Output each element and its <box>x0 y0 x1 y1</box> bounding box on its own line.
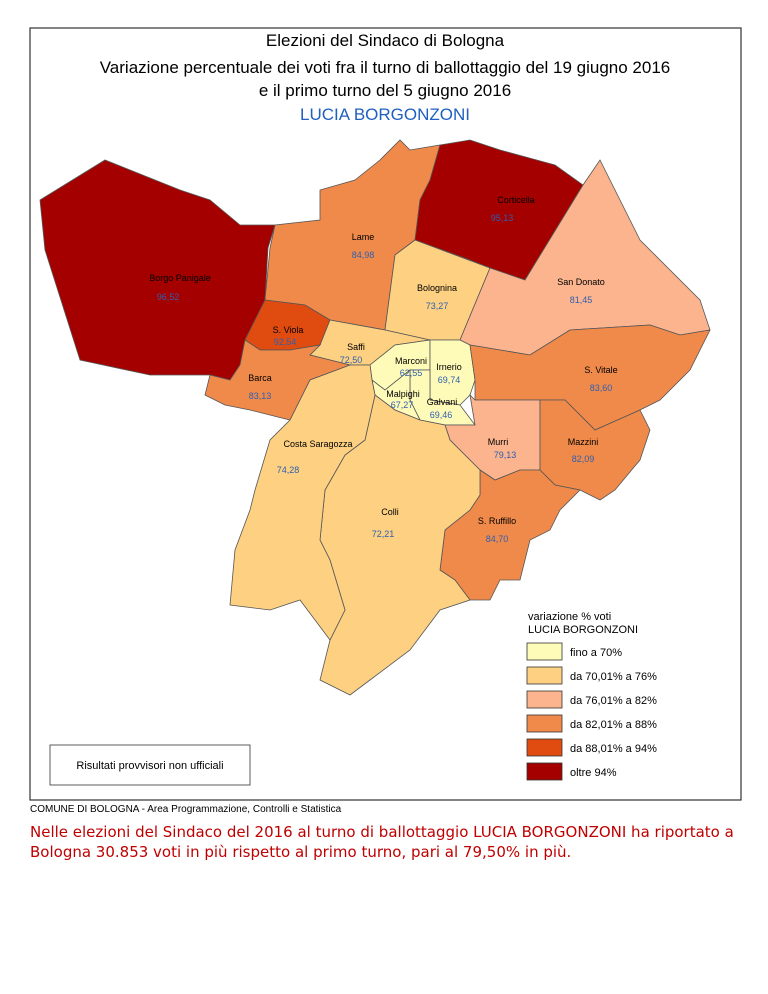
legend-title: variazione % voti <box>528 611 611 623</box>
legend-label: da 76,01% a 82% <box>570 695 657 707</box>
zone-value: 92,54 <box>274 337 297 347</box>
zone-value: 72,50 <box>340 355 363 365</box>
zone-value: 95,13 <box>491 213 514 223</box>
zone-name: Borgo Panigale <box>149 273 211 283</box>
legend-label: fino a 70% <box>570 647 622 659</box>
zone-value: 81,45 <box>570 295 593 305</box>
zone-name: Barca <box>248 373 272 383</box>
zone-value: 79,13 <box>494 450 517 460</box>
zone-name: Saffi <box>347 342 365 352</box>
zone-name: Irnerio <box>436 362 462 372</box>
zone-value: 83,60 <box>590 383 613 393</box>
zone-value: 96,52 <box>157 292 180 302</box>
zone-name: Malpighi <box>386 389 420 399</box>
zone-value: 74,28 <box>277 465 300 475</box>
legend-swatch <box>526 762 563 781</box>
zone-value: 73,27 <box>426 301 449 311</box>
legend-swatch <box>526 666 563 685</box>
legend-label: da 82,01% a 88% <box>570 719 657 731</box>
zones <box>39 139 711 696</box>
note: Risultati provvisori non ufficiali <box>76 760 223 772</box>
zone-name: Marconi <box>395 356 427 366</box>
credit: COMUNE DI BOLOGNA - Area Programmazione,… <box>30 804 342 815</box>
zone <box>229 364 376 641</box>
zone-name: Costa Saragozza <box>283 439 352 449</box>
legend-label: oltre 94% <box>570 767 617 779</box>
legend-title: LUCIA BORGONZONI <box>528 624 638 636</box>
summary: Nelle elezioni del Sindaco del 2016 al t… <box>30 823 734 861</box>
zone-name: S. Viola <box>273 325 304 335</box>
zone-value: 62,55 <box>400 368 423 378</box>
zone-name: Bolognina <box>417 283 457 293</box>
zone-value: 69,74 <box>438 375 461 385</box>
zone-value: 84,98 <box>352 250 375 260</box>
zone-name: San Donato <box>557 277 605 287</box>
zone-value: 69,46 <box>430 410 453 420</box>
zone-value: 84,70 <box>486 534 509 544</box>
zone-name: Colli <box>381 507 399 517</box>
title-line: e il primo turno del 5 giugno 2016 <box>259 81 511 100</box>
title-line: Variazione percentuale dei voti fra il t… <box>100 58 671 77</box>
zone-name: Galvani <box>427 397 458 407</box>
legend-swatch <box>526 642 563 661</box>
zone <box>429 339 476 406</box>
zone-name: Lame <box>352 232 375 242</box>
legend-label: da 88,01% a 94% <box>570 743 657 755</box>
legend-swatch <box>526 690 563 709</box>
legend-swatch <box>526 738 563 757</box>
zone-value: 72,21 <box>372 529 395 539</box>
zone-value: 82,09 <box>572 454 595 464</box>
candidate: LUCIA BORGONZONI <box>300 105 470 124</box>
zone-name: S. Ruffillo <box>478 516 516 526</box>
zone-name: Corticella <box>497 195 535 205</box>
zone-name: S. Vitale <box>584 365 617 375</box>
zone-value: 83,13 <box>249 391 272 401</box>
zone-name: Mazzini <box>568 437 599 447</box>
zone-name: Murri <box>488 437 509 447</box>
legend-swatch <box>526 714 563 733</box>
note-box <box>49 744 251 786</box>
zone-value: 67,27 <box>391 400 414 410</box>
title-line: Elezioni del Sindaco di Bologna <box>266 31 505 50</box>
map-figure: Risultati provvisori non ufficiali Elezi… <box>29 27 742 801</box>
legend-label: da 70,01% a 76% <box>570 671 657 683</box>
